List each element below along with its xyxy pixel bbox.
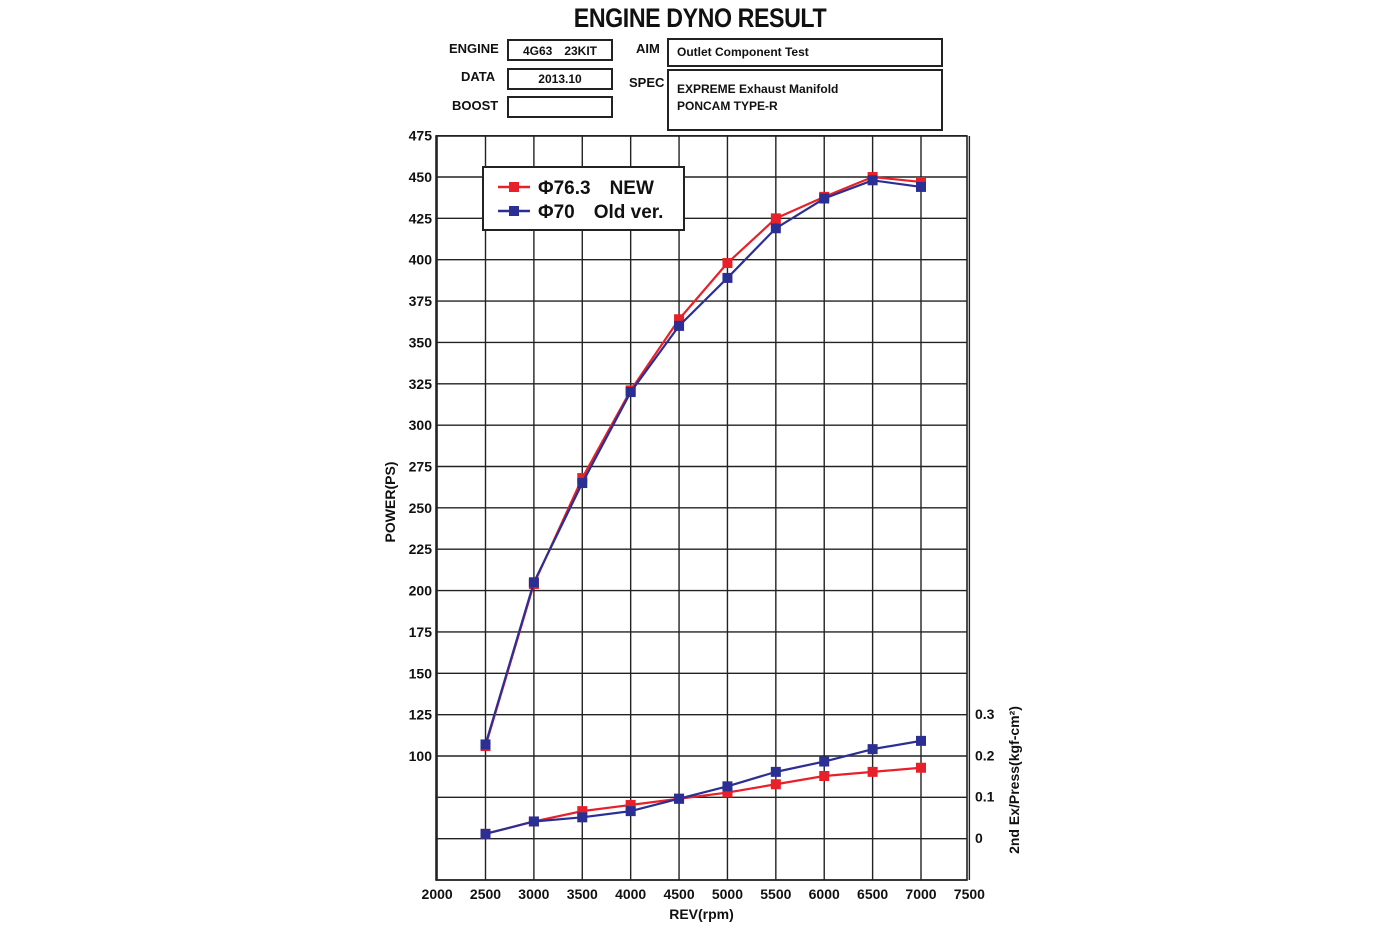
chart-title: ENGINE DYNO RESULT: [573, 3, 827, 33]
series-layer: [480, 172, 926, 839]
data-point-old-pressure: [867, 744, 878, 755]
data-point-old-power: [625, 387, 636, 398]
data-point-old-pressure: [480, 828, 491, 839]
series-line-old-power: [484, 179, 922, 745]
x-tick-label: 5000: [712, 886, 743, 902]
spec-line-2: PONCAM TYPE-R: [677, 99, 778, 113]
x-tick-label: 4500: [663, 886, 694, 902]
x-tick-label: 7000: [905, 886, 936, 902]
y-tick-label: 425: [409, 210, 433, 226]
data-point-old-pressure: [916, 735, 926, 746]
aim-value-text: Outlet Component Test: [677, 45, 809, 59]
data-label: DATA: [461, 69, 496, 84]
y-tick-label: 350: [409, 334, 433, 350]
legend-marker: [509, 206, 519, 216]
y-tick-label: 150: [409, 665, 433, 681]
x-tick-label: 4000: [615, 886, 646, 902]
data-point-old-pressure: [722, 781, 733, 792]
spec-value: EXPREME Exhaust Manifold PONCAM TYPE-R: [667, 69, 943, 131]
x-tick-label: 3000: [518, 886, 549, 902]
data-point-old-power: [916, 181, 926, 192]
x-tick-label: 6000: [809, 886, 840, 902]
y-tick-label: 300: [409, 417, 433, 433]
data-point-new-pressure: [867, 766, 878, 777]
y-tick-label: 100: [409, 748, 433, 764]
data-point-old-power: [528, 577, 539, 588]
y-tick-label: 375: [409, 293, 433, 309]
data-point-new-power: [674, 314, 685, 325]
data-point-old-power: [722, 272, 733, 283]
plot-frame: [435, 135, 968, 881]
engine-value: 4G63 23KIT: [507, 39, 613, 61]
y2-tick-label: 0.2: [975, 747, 995, 763]
y2-tick-label: 0.1: [975, 789, 995, 805]
data-value: 2013.10: [507, 68, 613, 90]
data-point-old-pressure: [674, 793, 685, 804]
data-point-new-power: [722, 258, 733, 269]
engine-label: ENGINE: [449, 41, 499, 56]
data-point-new-pressure: [770, 779, 781, 790]
x-tick-label: 3500: [567, 886, 598, 902]
axes: 100 125 150 175 200 225 250 275 300 325 350 375 400 4…: [382, 128, 1022, 922]
boost-value: [507, 96, 613, 118]
legend-box: [482, 166, 685, 231]
data-point-old-power: [819, 193, 830, 204]
data-point-old-power: [480, 739, 491, 750]
data-point-new-pressure: [722, 787, 733, 798]
y-tick-label: 250: [409, 500, 433, 516]
x-tick-label: 2500: [470, 886, 501, 902]
x-tick-label: 5500: [760, 886, 791, 902]
data-point-new-pressure: [916, 762, 926, 773]
aim-value: Outlet Component Test: [667, 38, 943, 67]
y-tick-label: 400: [409, 252, 433, 268]
spec-line-1: EXPREME Exhaust Manifold: [677, 82, 839, 96]
y2-tick-label: 0.3: [975, 706, 995, 722]
y2-tick-label: 0: [975, 830, 983, 846]
spec-label: SPEC: [629, 75, 665, 90]
grid: [435, 134, 971, 881]
x-tick-label: 2000: [422, 886, 453, 902]
y-tick-label: 325: [409, 376, 433, 392]
y-tick-label: 225: [409, 541, 433, 557]
legend-marker: [509, 182, 519, 192]
data-point-old-power: [577, 478, 588, 489]
data-point-old-pressure: [770, 766, 781, 777]
data-point-new-pressure: [577, 806, 588, 817]
aim-label: AIM: [636, 41, 660, 56]
y2-axis-title: 2nd Ex/Press(kgf-cm²): [1006, 706, 1022, 854]
legend-label: Φ70 Old ver.: [538, 202, 663, 223]
data-point-old-pressure: [577, 812, 588, 823]
y-tick-label: 175: [409, 624, 433, 640]
data-point-new-pressure: [819, 771, 830, 781]
data-point-old-pressure: [528, 816, 539, 827]
y-tick-label: 275: [409, 459, 433, 475]
boost-label: BOOST: [452, 98, 499, 113]
y-tick-label: 200: [409, 583, 433, 599]
series-line-new-pressure: [485, 766, 922, 835]
y-axis-title: POWER(PS): [382, 462, 398, 543]
data-point-old-pressure: [625, 806, 636, 817]
data-point-old-pressure: [819, 756, 830, 767]
series-line-old-pressure: [485, 739, 922, 835]
y-tick-label: 125: [409, 707, 433, 723]
x-axis-title: REV(rpm): [669, 906, 734, 922]
legend: Φ76.3 NEW Φ70 Old ver.: [482, 166, 685, 231]
y-tick-label: 475: [409, 128, 433, 144]
data-point-new-power: [770, 213, 781, 224]
data-point-old-power: [867, 175, 878, 186]
x-tick-label: 6500: [857, 886, 888, 902]
legend-label: Φ76.3 NEW: [538, 178, 654, 199]
y-tick-label: 450: [409, 169, 433, 185]
data-point-old-power: [674, 320, 685, 331]
x-tick-label: 7500: [954, 886, 985, 902]
series-line-new-power: [484, 175, 922, 747]
data-point-new-pressure: [625, 799, 636, 810]
data-point-old-power: [770, 223, 781, 234]
